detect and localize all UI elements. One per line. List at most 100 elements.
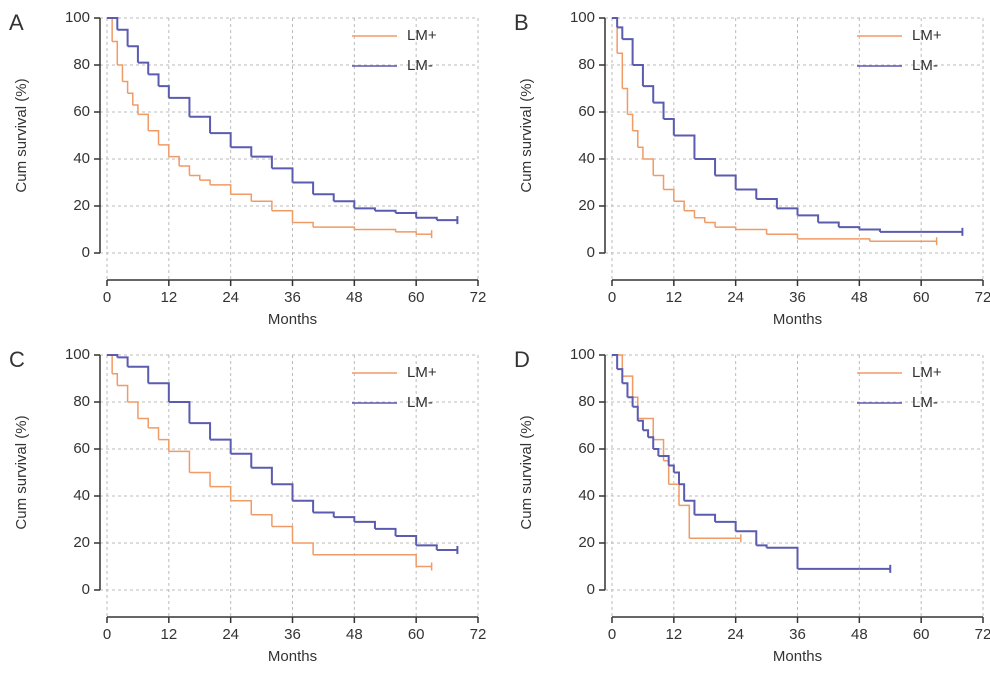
y-tick-label: 60 — [73, 440, 90, 457]
survival-step — [395, 554, 417, 567]
legend-label: LM- — [407, 57, 433, 74]
survival-step — [612, 354, 619, 370]
legend-label: LM+ — [912, 27, 942, 44]
survival-step — [313, 511, 335, 518]
y-tick-label: 40 — [73, 487, 90, 504]
y-axis-label: Cum survival (%) — [518, 415, 535, 529]
x-tick-label: 72 — [470, 626, 487, 643]
survival-step — [756, 197, 778, 209]
survival-step — [158, 144, 170, 157]
survival-step — [684, 499, 696, 515]
survival-step — [333, 516, 356, 522]
x-tick-label: 48 — [851, 626, 868, 643]
survival-step — [107, 17, 113, 42]
panel-label: D — [514, 347, 530, 372]
x-tick-label: 24 — [222, 289, 239, 306]
survival-step — [230, 193, 253, 202]
survival-step — [694, 217, 706, 223]
survival-step — [735, 228, 768, 235]
survival-step — [199, 179, 211, 185]
survival-step — [127, 92, 134, 105]
y-tick-label: 20 — [73, 534, 90, 551]
survival-step — [627, 396, 634, 407]
x-axis-label: Months — [268, 311, 317, 328]
x-tick-label: 72 — [975, 626, 990, 643]
survival-step — [622, 87, 629, 115]
survival-step — [148, 427, 160, 440]
survival-step — [766, 233, 799, 239]
x-tick-label: 12 — [160, 289, 177, 306]
legend-label: LM+ — [407, 364, 437, 381]
survival-step — [117, 28, 129, 47]
survival-step — [189, 471, 211, 487]
panel-label: B — [514, 10, 529, 35]
survival-step — [158, 85, 170, 98]
survival-step — [137, 61, 150, 75]
survival-step — [354, 228, 397, 232]
x-tick-label: 48 — [346, 289, 363, 306]
survival-step — [678, 483, 686, 501]
y-tick-label: 20 — [578, 197, 595, 214]
survival-step — [648, 436, 655, 449]
survival-step — [395, 231, 417, 235]
survival-step — [735, 188, 758, 199]
survival-step — [354, 207, 376, 211]
y-tick-label: 80 — [578, 56, 595, 73]
survival-step — [158, 438, 170, 452]
survival-step — [333, 200, 356, 209]
y-tick-label: 20 — [73, 197, 90, 214]
x-tick-label: 24 — [727, 289, 744, 306]
survival-step — [632, 405, 639, 421]
x-tick-label: 72 — [470, 289, 487, 306]
survival-step — [117, 356, 129, 367]
survival-step — [627, 375, 634, 398]
survival-step — [137, 417, 149, 428]
survival-step — [179, 165, 191, 176]
survival-step — [622, 382, 629, 398]
survival-step — [292, 221, 314, 228]
survival-step — [684, 504, 691, 539]
survival-step — [673, 483, 680, 506]
survival-step — [642, 158, 654, 176]
survival-step — [251, 466, 273, 485]
y-axis-label: Cum survival (%) — [13, 78, 30, 192]
survival-step — [715, 174, 737, 190]
survival-step — [132, 104, 139, 115]
survival-step — [756, 544, 768, 548]
survival-step — [271, 167, 294, 183]
x-tick-label: 12 — [665, 626, 682, 643]
survival-step — [148, 73, 160, 87]
survival-step — [189, 174, 201, 181]
legend-label: LM- — [407, 394, 433, 411]
legend-label: LM- — [912, 57, 938, 74]
survival-step — [148, 130, 160, 145]
survival-step — [632, 130, 639, 148]
y-tick-label: 100 — [65, 9, 90, 26]
survival-step — [148, 382, 170, 402]
survival-step — [673, 200, 685, 211]
x-tick-label: 48 — [851, 289, 868, 306]
survival-step — [112, 40, 119, 65]
survival-step — [292, 499, 315, 513]
survival-step — [653, 101, 665, 120]
survival-step — [622, 38, 634, 65]
survival-step — [168, 155, 180, 167]
survival-step — [251, 155, 273, 169]
survival-step — [838, 226, 861, 230]
y-tick-label: 60 — [73, 103, 90, 120]
survival-step — [127, 401, 139, 419]
survival-step — [189, 422, 212, 440]
survival-step — [694, 513, 717, 522]
survival-step — [107, 17, 119, 30]
y-axis-label: Cum survival (%) — [518, 78, 535, 192]
y-tick-label: 0 — [587, 244, 595, 261]
x-axis-label: Months — [773, 648, 822, 665]
survival-step — [313, 193, 335, 202]
survival-step — [673, 471, 680, 485]
survival-step — [715, 226, 737, 230]
y-tick-label: 40 — [578, 150, 595, 167]
survival-step — [637, 419, 644, 431]
survival-step — [684, 209, 696, 218]
x-tick-label: 72 — [975, 289, 990, 306]
